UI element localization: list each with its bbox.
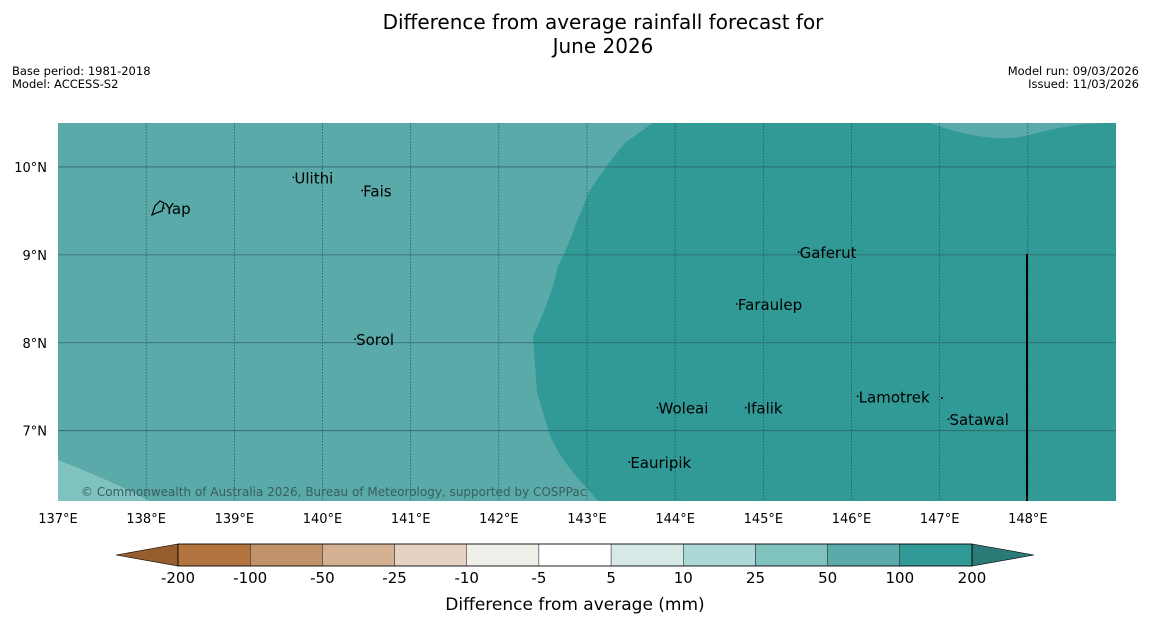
colorbar: -200 -100 -50 -25 -10 -5 5 10 25 50 100 200 Differen… (115, 543, 1035, 615)
yap-island-outline (150, 200, 165, 217)
place-marker (292, 176, 295, 179)
colorbar-bin (827, 543, 901, 567)
place-label: Yap (164, 200, 191, 218)
colorbar-tick-label: -25 (382, 569, 407, 587)
colorbar-extend-high (971, 543, 1035, 567)
colorbar-bin (322, 543, 395, 567)
colorbar-tick-label: -200 (161, 569, 195, 587)
colorbar-tick-label: 100 (885, 569, 914, 587)
place-marker (656, 406, 659, 409)
lat-tick-label: 7°N (23, 425, 48, 440)
lon-tick-label: 144°E (655, 512, 695, 527)
base-period-text: Base period: 1981-2018 (12, 64, 151, 78)
issued-text: Issued: 11/03/2026 (1028, 77, 1139, 91)
colorbar-tick-label: -100 (233, 569, 267, 587)
place-labels: Yap Ulithi Fais Sorol Gaferut Faraulep Lamotre… (162, 169, 1009, 472)
lon-tick-label: 142°E (479, 512, 519, 527)
place-label: Gaferut (800, 244, 857, 262)
lat-tick-label: 9°N (23, 249, 48, 264)
metadata-right: Model run: 09/03/2026 Issued: 11/03/2026 (1008, 65, 1139, 91)
lon-tick-label: 139°E (215, 512, 255, 527)
lon-tick-label: 147°E (920, 512, 960, 527)
colorbar-tick-label: 50 (818, 569, 837, 587)
colorbar-bin (610, 543, 684, 567)
place-marker (856, 395, 859, 398)
colorbar-tick-label: 5 (606, 569, 616, 587)
place-marker (744, 406, 747, 409)
place-label: Fais (363, 183, 392, 201)
place-label: Faraulep (738, 296, 802, 314)
place-label: Woleai (659, 400, 709, 418)
title-line-2: June 2026 (552, 34, 654, 58)
place-marker (735, 303, 738, 305)
lon-tick-label: 148°E (1008, 512, 1048, 527)
place-label: Ulithi (294, 169, 333, 187)
model-run-text: Model run: 09/03/2026 (1007, 64, 1139, 78)
colorbar-tick-label: 10 (674, 569, 693, 587)
place-marker (628, 461, 631, 464)
map-region-100-200-edge (653, 123, 720, 125)
title-line-1: Difference from average rainfall forecas… (382, 10, 824, 34)
metadata-left: Base period: 1981-2018 Model: ACCESS-S2 (12, 65, 151, 91)
chart-title: Difference from average rainfall forecas… (0, 10, 1150, 58)
colorbar-tick-label: -10 (454, 569, 479, 587)
place-marker (162, 207, 165, 210)
colorbar-tick-label: -5 (531, 569, 546, 587)
place-label: Sorol (356, 331, 394, 349)
map-region-25-50 (58, 460, 150, 501)
lon-tick-label: 140°E (303, 512, 343, 527)
place-label: Lamotrek (859, 388, 930, 406)
colorbar-bin (538, 543, 612, 567)
lon-tick-label: 145°E (744, 512, 784, 527)
colorbar-bin (683, 543, 756, 567)
place-marker (354, 338, 357, 341)
axis-labels: 137°E 138°E 139°E 140°E 141°E 142°E 143°E 144°E… (14, 161, 1047, 527)
colorbar-bin (394, 543, 467, 567)
place-marker (361, 189, 364, 192)
map-panel: Yap Ulithi Fais Sorol Gaferut Faraulep Lamotre… (58, 122, 1116, 501)
copyright-text: © Commonwealth of Australia 2026, Bureau… (81, 485, 586, 499)
colorbar-bin (177, 543, 251, 567)
colorbar-extend-low (115, 543, 179, 567)
colorbar-bin (249, 543, 323, 567)
map-region-100-200 (533, 123, 1116, 501)
colorbar-tick-label: 25 (746, 569, 765, 587)
colorbar-bin (466, 543, 540, 567)
lon-tick-label: 137°E (38, 512, 78, 527)
place-marker (797, 251, 800, 254)
lon-tick-label: 141°E (391, 512, 431, 527)
lon-tick-label: 143°E (567, 512, 607, 527)
colorbar-title: Difference from average (mm) (445, 595, 704, 615)
small-island-marker (941, 397, 943, 399)
lat-tick-label: 8°N (23, 337, 48, 352)
colorbar-bin (755, 543, 828, 567)
place-marker (947, 418, 950, 421)
colorbar-tick-label: -50 (310, 569, 335, 587)
lat-tick-label: 10°N (14, 161, 47, 176)
colorbar-bin (899, 543, 973, 567)
model-text: Model: ACCESS-S2 (12, 77, 119, 91)
colorbar-frame (177, 543, 973, 567)
colorbar-tick-label: 200 (958, 569, 987, 587)
lon-tick-label: 138°E (126, 512, 166, 527)
place-label: Satawal (949, 411, 1008, 429)
map-region-50-100-north (930, 122, 1116, 139)
lon-tick-label: 146°E (832, 512, 872, 527)
place-label: Ifalik (747, 400, 783, 418)
place-label: Eauripik (630, 454, 691, 472)
